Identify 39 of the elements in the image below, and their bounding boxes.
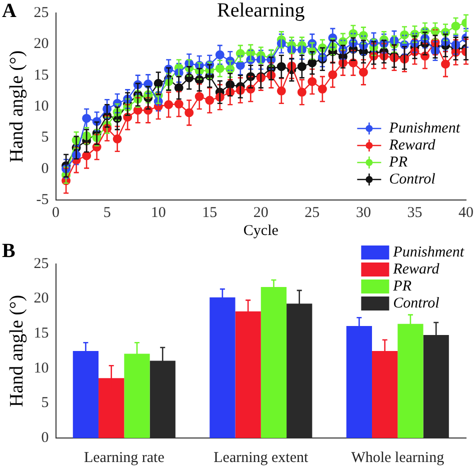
chart-title: Relearning [217, 0, 305, 22]
x-tick-label: 25 [304, 204, 320, 221]
y-tick-label: 10 [34, 360, 49, 376]
x-tick-label: 20 [253, 204, 268, 221]
x-tick-label: Whole learning [351, 450, 445, 466]
x-tick-label: 40 [458, 204, 474, 221]
legend-label: Control [389, 171, 436, 188]
y-tick-label: 0 [41, 430, 49, 446]
x-tick-label: 35 [407, 204, 422, 221]
legend-label: Reward [388, 137, 436, 154]
x-tick-label: Learning rate [84, 450, 165, 466]
text: B [2, 240, 16, 262]
y-tick-label: 25 [34, 4, 49, 21]
y-tick-label: 15 [34, 67, 49, 84]
legend-label: PR [392, 278, 412, 294]
legend-label: Reward [392, 261, 440, 278]
y-tick-label: 0 [41, 160, 49, 177]
y-axis-title: Hand angle (°) [6, 50, 28, 163]
x-tick-label: 5 [103, 204, 111, 221]
y-tick-label: 25 [34, 256, 49, 272]
legend-label: Punishment [388, 120, 461, 136]
y-tick-label: 5 [41, 395, 49, 412]
y-tick-label: 5 [41, 130, 49, 146]
text: A [2, 0, 17, 22]
y-tick-label: 15 [34, 326, 49, 342]
legend-label: PR [388, 154, 408, 170]
y-tick-label: -5 [36, 192, 49, 208]
legend-label: Punishment [392, 244, 465, 260]
x-tick-label: 15 [202, 204, 218, 221]
y-tick-label: 20 [34, 290, 49, 307]
x-tick-label: 0 [52, 204, 60, 221]
x-tick-label: Learning extent [214, 450, 309, 466]
y-axis-title: Hand angle (°) [6, 294, 28, 408]
x-axis-title: Cycle [243, 222, 279, 239]
y-tick-label: 10 [34, 98, 49, 114]
legend-label: Control [393, 295, 440, 312]
x-tick-label: 10 [150, 204, 166, 221]
y-tick-label: 20 [34, 36, 49, 52]
x-tick-label: 30 [356, 204, 371, 221]
